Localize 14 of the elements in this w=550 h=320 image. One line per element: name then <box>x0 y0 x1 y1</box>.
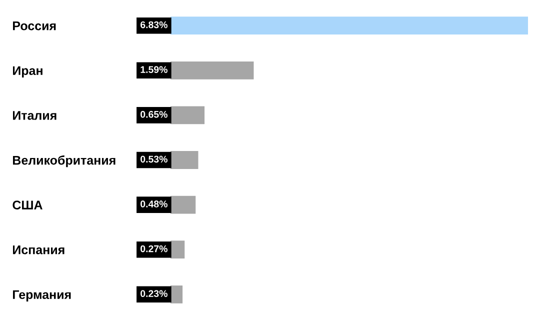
y-tick-label: Испания <box>12 246 64 254</box>
data-label: 1.59% <box>140 66 168 74</box>
y-tick-label: Германия <box>13 290 71 302</box>
data-label: 0.23% <box>140 290 168 298</box>
y-tick-label: Иран <box>12 66 42 78</box>
y-tick-label: Италия <box>12 111 56 120</box>
y-tick-label: США <box>12 200 42 210</box>
data-label: 0.53% <box>140 156 168 163</box>
data-label: 0.65% <box>140 110 168 118</box>
y-tick-label: Россия <box>13 22 56 30</box>
data-label: 0.48% <box>140 200 168 208</box>
data-label: 6.83% <box>140 21 168 28</box>
data-label: 0.27% <box>140 245 168 252</box>
y-tick-label: Великобритания <box>13 155 116 168</box>
